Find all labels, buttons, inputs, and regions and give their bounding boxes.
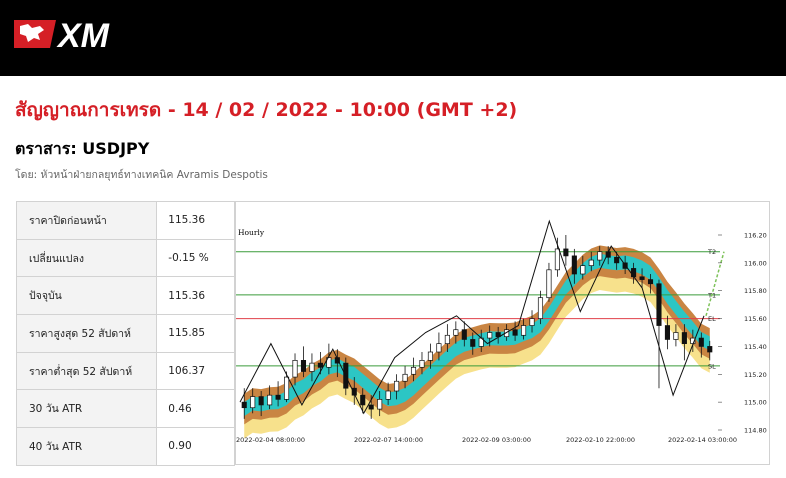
level-label: EL <box>708 315 716 323</box>
candle-body <box>681 332 687 344</box>
candle-body <box>377 399 383 410</box>
level-label: T2 <box>707 248 716 256</box>
candle-body <box>512 329 518 336</box>
candle-body <box>292 360 298 378</box>
table-row: ราคาปิดก่อนหน้า 115.36 <box>15 201 235 240</box>
x-tick-label: 2022-02-14 03:00:00 <box>668 436 737 444</box>
projection-line <box>705 251 725 316</box>
candle-body <box>394 380 400 392</box>
zigzag-line <box>239 219 705 415</box>
site-header: XM <box>0 0 786 76</box>
y-tick-label: 115.60 <box>744 315 767 323</box>
candle-body <box>529 318 535 326</box>
candle-body <box>453 329 459 336</box>
chart-svg: Hourly T2T1ELSL116.20116.00115.80115.601… <box>236 219 767 444</box>
candle-body <box>267 394 273 406</box>
candle-body <box>241 401 247 409</box>
candle-body <box>419 360 425 368</box>
table-row: 40 วัน ATR 0.90 <box>15 427 235 466</box>
y-tick-label: 115.80 <box>744 287 767 295</box>
stats-table: ราคาปิดก่อนหน้า 115.36 เปลี่ยนแปลง -0.15 %… <box>15 201 235 466</box>
stat-label: 30 วัน ATR <box>15 389 158 429</box>
x-tick-label: 2022-02-09 03:00:00 <box>462 436 531 444</box>
candle-body <box>639 276 645 280</box>
candle-body <box>614 256 620 264</box>
stat-value: 115.36 <box>156 201 235 240</box>
candle-body <box>487 332 493 339</box>
candle-body <box>461 329 467 340</box>
candle-body <box>588 259 594 266</box>
stat-label: 40 วัน ATR <box>15 427 158 466</box>
candle-body <box>351 387 357 396</box>
candle-body <box>537 297 544 319</box>
x-tick-label: 2022-02-07 14:00:00 <box>354 436 423 444</box>
candle-body <box>444 334 450 344</box>
candle-body <box>410 366 417 375</box>
y-tick-label: 116.20 <box>744 232 767 240</box>
stat-value: 106.37 <box>156 351 235 391</box>
candle-body <box>258 396 264 406</box>
candle-body <box>521 325 527 336</box>
stat-label: ราคาปิดก่อนหน้า <box>15 201 158 240</box>
candle-body <box>284 376 290 400</box>
y-tick-label: 116.00 <box>744 259 767 267</box>
stat-value: 0.46 <box>156 389 235 429</box>
y-tick-label: 115.00 <box>744 399 767 407</box>
candle-body <box>275 394 281 400</box>
candle-body <box>385 390 391 400</box>
candle-body <box>470 339 476 347</box>
candle-body <box>300 360 307 372</box>
candle-body <box>664 325 670 340</box>
stat-value: 0.90 <box>156 427 235 466</box>
table-row: ปัจจุบัน 115.36 <box>15 276 235 316</box>
stat-label: ปัจจุบัน <box>15 276 158 316</box>
x-tick-label: 2022-02-10 22:00:00 <box>566 436 635 444</box>
candle-body <box>402 373 408 382</box>
table-row: ราคาต่ำสุด 52 สัปดาห์ 106.37 <box>15 351 235 391</box>
candle-body <box>698 337 704 347</box>
stat-label: ราคาสูงสุด 52 สัปดาห์ <box>15 314 158 353</box>
y-tick-label: 114.80 <box>744 427 767 435</box>
candle-body <box>597 251 603 261</box>
stat-value: -0.15 % <box>156 238 235 278</box>
candle-body <box>250 396 256 409</box>
xm-logo-text: XM <box>56 17 110 52</box>
report-title: สัญญาณการเทรด - 14 / 02 / 2022 - 10:00 (… <box>15 99 518 121</box>
stat-value: 115.36 <box>156 276 235 316</box>
y-tick-label: 115.40 <box>744 343 767 351</box>
stat-value: 115.85 <box>156 314 235 353</box>
candle-body <box>707 346 713 353</box>
candle-body <box>546 269 552 299</box>
candle-body <box>656 283 662 326</box>
author-line: โดย: หัวหน้าฝ่ายกลยุทธ์ทางเทคนิค Avramis… <box>15 169 268 181</box>
candle-body <box>571 255 577 275</box>
candle-body <box>554 248 560 271</box>
stat-label: ราคาต่ำสุด 52 สัปดาห์ <box>15 351 158 391</box>
instrument-label: ตราสาร: USDJPY <box>15 139 150 158</box>
x-tick-label: 2022-02-04 08:00:00 <box>236 436 305 444</box>
table-row: ราคาสูงสุด 52 สัปดาห์ 115.85 <box>15 314 235 353</box>
candle-body <box>317 362 323 368</box>
candle-body <box>360 394 366 406</box>
timeframe-label: Hourly <box>238 228 265 237</box>
inner-band <box>244 253 710 417</box>
candle-body <box>647 279 654 285</box>
candle-body <box>580 265 586 275</box>
candle-body <box>326 357 332 368</box>
level-label: SL <box>708 362 716 370</box>
table-row: 30 วัน ATR 0.46 <box>15 389 235 429</box>
candle-body <box>309 362 315 372</box>
price-chart: Hourly T2T1ELSL116.20116.00115.80115.601… <box>235 201 770 465</box>
y-tick-label: 115.20 <box>744 371 767 379</box>
candle-body <box>631 268 637 278</box>
candle-body <box>368 404 374 410</box>
candle-body <box>436 343 442 353</box>
candle-body <box>673 332 679 340</box>
candle-body <box>495 332 501 338</box>
candle-body <box>563 248 569 257</box>
xm-logo[interactable]: XM <box>14 14 134 52</box>
table-row: เปลี่ยนแปลง -0.15 % <box>15 238 235 278</box>
stat-label: เปลี่ยนแปลง <box>15 238 158 278</box>
candle-body <box>427 351 433 361</box>
